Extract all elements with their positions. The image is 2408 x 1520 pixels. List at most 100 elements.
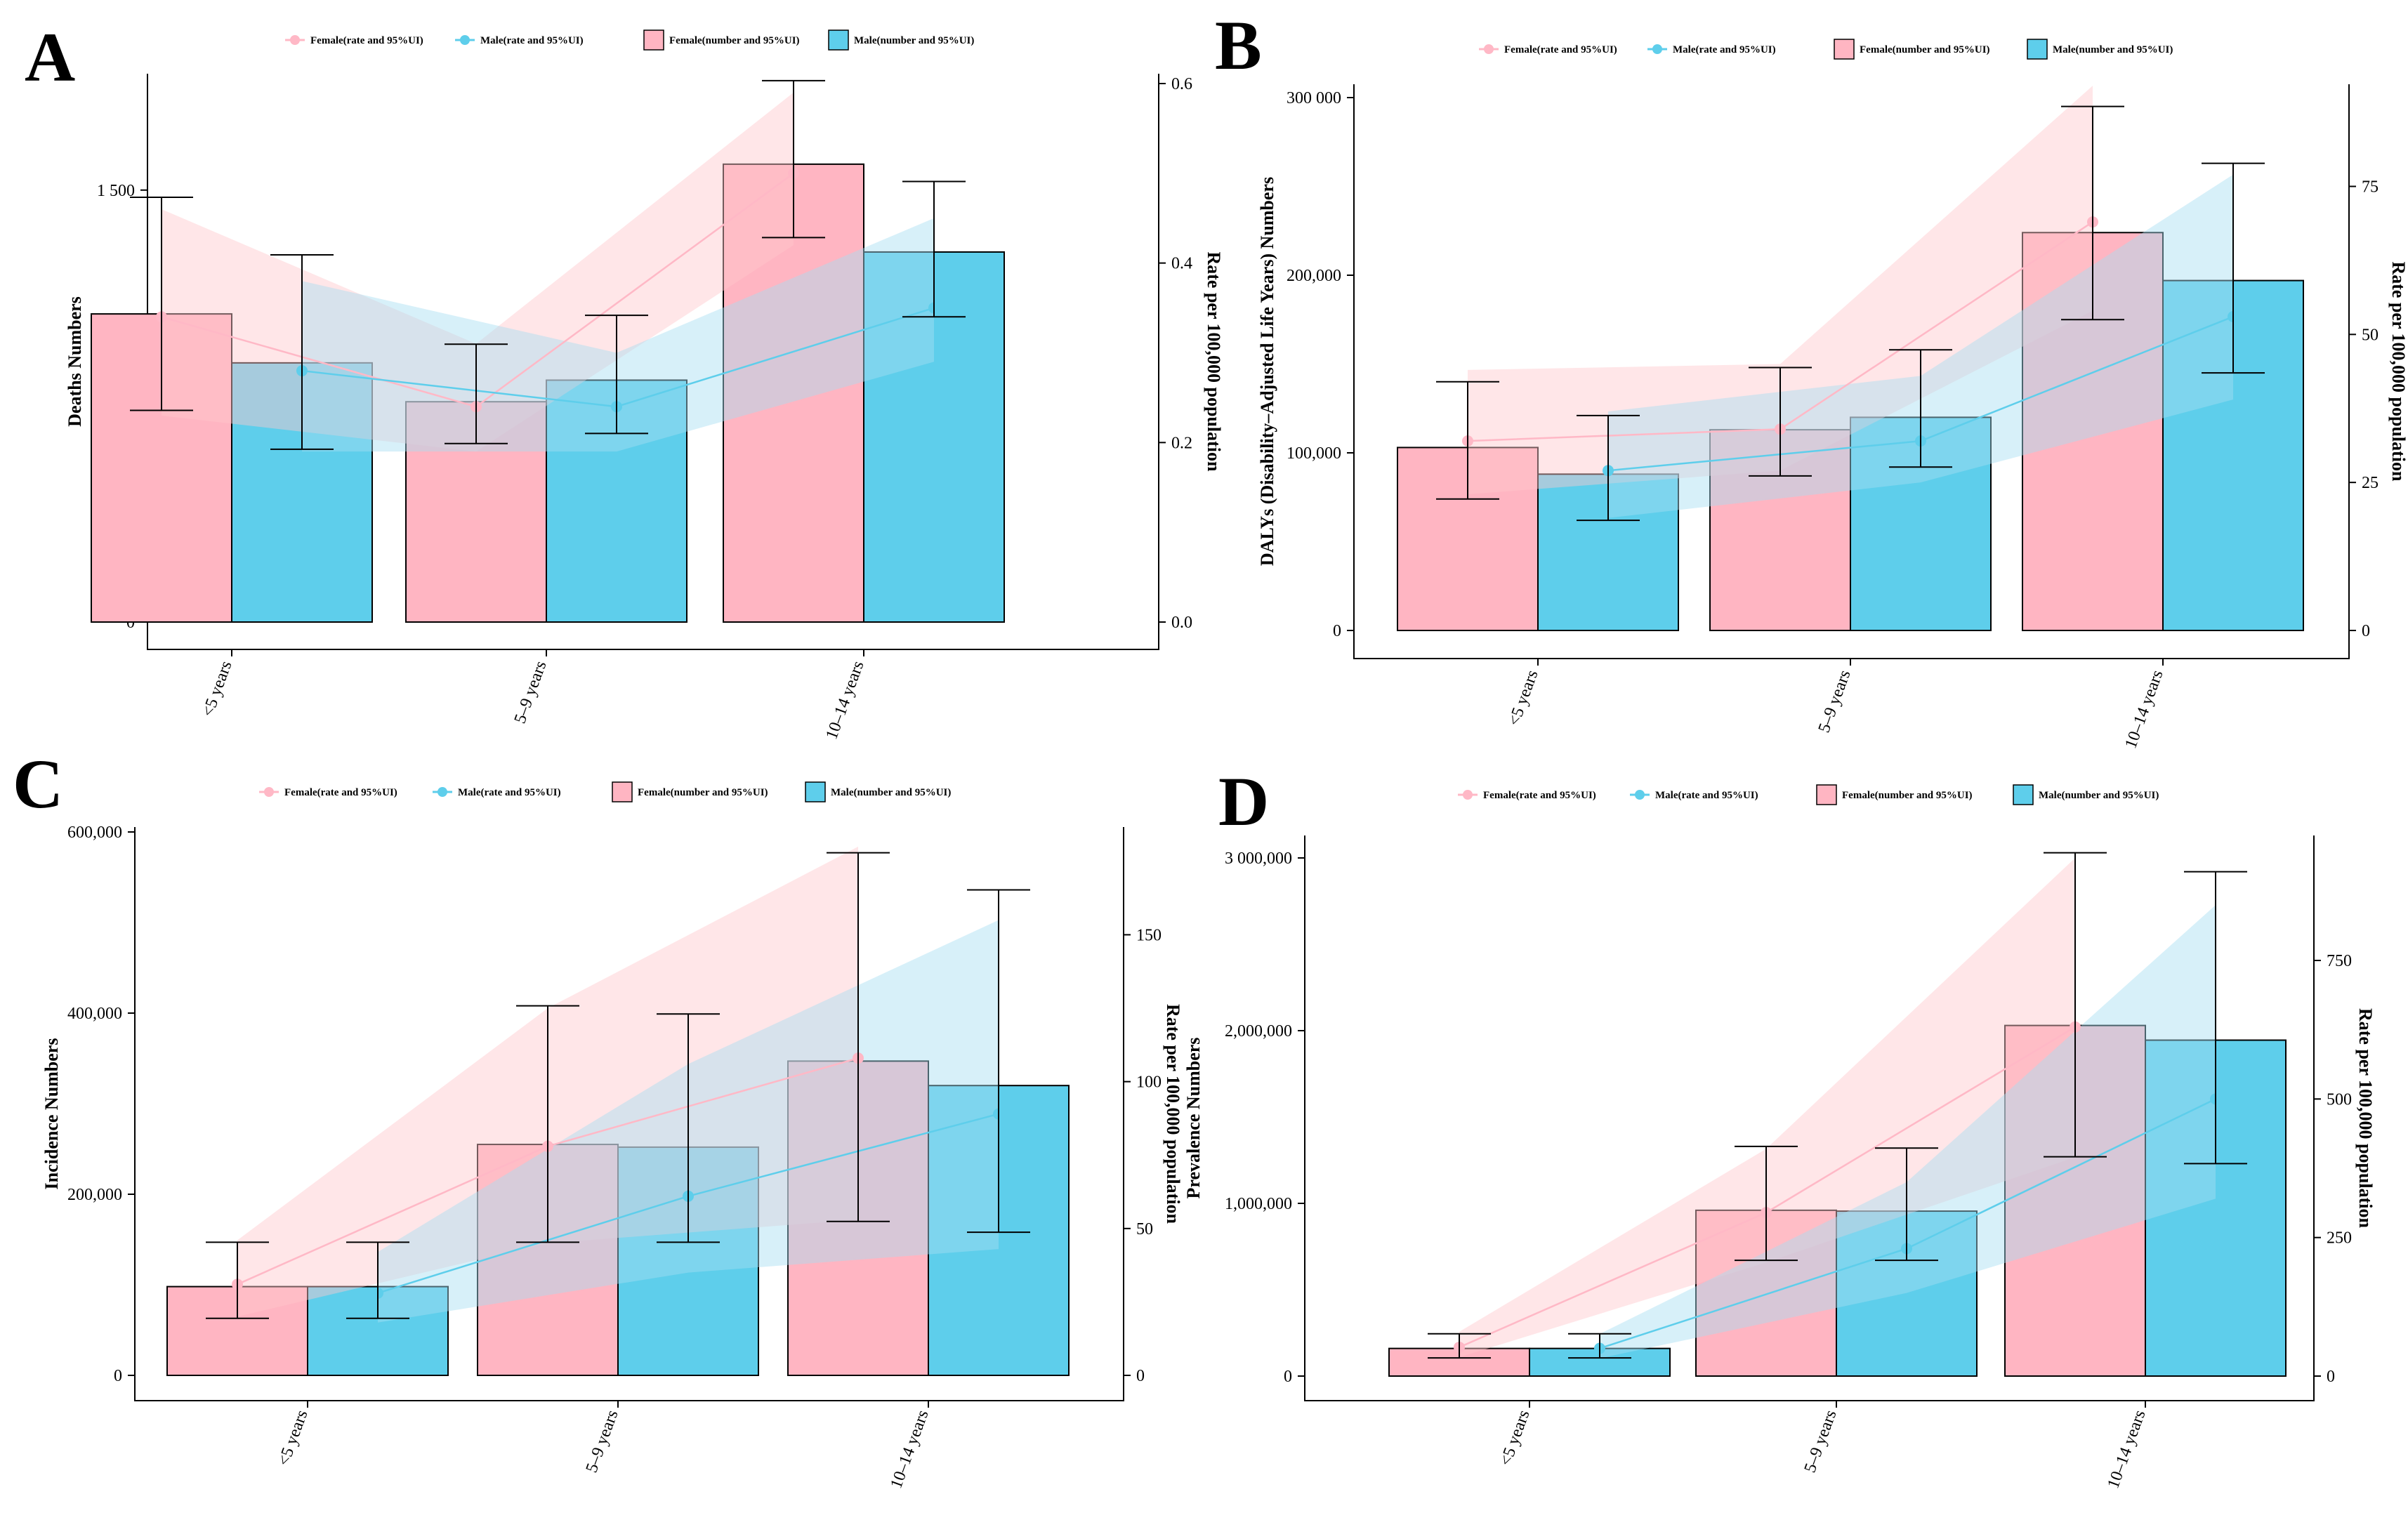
error-bar-female-2 <box>762 79 825 239</box>
error-bar-female-0 <box>206 1241 269 1319</box>
legend-male-rate-marker <box>437 787 447 797</box>
legend-male-number-swatch <box>2027 39 2048 60</box>
legend-female-rate-label: Female(rate and 95%UI) <box>284 787 397 798</box>
legend-female-rate-marker <box>290 35 300 45</box>
x-category-label: <5 years <box>275 1408 312 1468</box>
error-bar-male-1 <box>585 315 648 435</box>
y2-tick-label: 150 <box>1136 926 1162 944</box>
y-axis-title: DALYs (Disability–Adjusted Life Years) N… <box>1257 177 1277 566</box>
error-bar-male-2 <box>2202 162 2265 374</box>
y-tick-label: 200,000 <box>67 1186 122 1204</box>
y-tick-label: 600,000 <box>67 824 122 842</box>
y-tick-label: 200,000 <box>1287 267 1341 285</box>
error-bar-male-0 <box>1577 414 1640 522</box>
axes-frame <box>1304 835 2315 1401</box>
error-bars <box>206 852 1030 1319</box>
panel-letter-c: C <box>13 745 63 823</box>
y-tick-label: 0 <box>114 1367 122 1385</box>
rate-band-female <box>1459 858 2075 1358</box>
legend-male-rate-marker <box>1635 790 1645 800</box>
panel-c: C Female(rate and 95%UI) Male(rate and 95%… <box>13 745 1183 1491</box>
panel-letter-a: A <box>25 18 75 96</box>
legend-male-number-label: Male(number and 95%UI) <box>831 787 951 798</box>
axes-frame <box>134 827 1124 1401</box>
error-bar-female-1 <box>445 343 508 444</box>
legend-female-number-label: Female(number and 95%UI) <box>638 787 768 798</box>
y2-tick-label: 50 <box>1136 1220 1153 1238</box>
y-tick-label: 100,000 <box>1287 444 1341 463</box>
x-category-label: <5 years <box>1505 668 1542 728</box>
y2-axis-title: Rate per 100,000 population <box>2355 1008 2376 1229</box>
legend-female-number-swatch <box>643 29 664 51</box>
panel-letter-d: D <box>1218 762 1269 840</box>
y2-axis-title: Rate per 100,000 population <box>2388 262 2408 482</box>
rate-bands <box>237 846 999 1323</box>
legend-male-number-swatch <box>2013 784 2034 805</box>
y2-tick-label: 0 <box>1136 1367 1145 1385</box>
error-bar-male-2 <box>967 889 1030 1234</box>
y2-tick-label: 0.6 <box>1171 75 1192 93</box>
x-category-label: 10–14 years <box>2121 668 2166 751</box>
panel-b: B Female(rate and 95%UI) Male(rate and 95%… <box>1215 6 2408 751</box>
legend-male-number-label: Male(number and 95%UI) <box>2053 44 2173 55</box>
error-bar-male-1 <box>1875 1147 1938 1262</box>
error-bar-female-2 <box>827 852 890 1222</box>
legend: Female(rate and 95%UI) Male(rate and 95%U… <box>1479 39 2173 60</box>
x-category-label: <5 years <box>199 659 236 719</box>
error-bar-male-0 <box>270 254 334 450</box>
legend-female-number-swatch <box>612 781 633 802</box>
bar-female-2 <box>723 163 864 623</box>
legend-female-rate-marker <box>264 787 274 797</box>
legend-male-rate-marker <box>1652 44 1662 54</box>
y2-tick-label: 0.4 <box>1171 255 1192 273</box>
rate-band-male <box>1600 905 2216 1359</box>
x-category-label: 5–9 years <box>1801 1408 1841 1475</box>
error-bar-male-2 <box>902 180 966 318</box>
error-bars <box>1436 105 2265 522</box>
error-bar-female-2 <box>2044 852 2107 1158</box>
error-bar-female-1 <box>1749 366 1812 477</box>
legend: Female(rate and 95%UI) Male(rate and 95%U… <box>1458 784 2159 805</box>
y2-tick-label: 750 <box>2327 952 2352 970</box>
error-bar-male-0 <box>346 1241 409 1319</box>
y2-tick-label: 25 <box>2362 474 2379 492</box>
error-bar-female-1 <box>1735 1145 1798 1262</box>
legend-male-number-label: Male(number and 95%UI) <box>2039 790 2159 801</box>
y2-axis-title: Rate per 100,000 population <box>1163 1004 1183 1224</box>
error-bar-female-0 <box>130 197 193 411</box>
y-tick-label: 2,000,000 <box>1225 1022 1292 1040</box>
legend: Female(rate and 95%UI) Male(rate and 95%U… <box>259 781 951 802</box>
x-category-label: 10–14 years <box>822 659 867 741</box>
legend-male-rate-label: Male(rate and 95%UI) <box>1655 790 1758 801</box>
y-tick-label: 400,000 <box>67 1005 122 1023</box>
error-bars <box>130 79 966 450</box>
rate-band-female <box>1468 86 2093 495</box>
y2-tick-label: 0.2 <box>1171 434 1192 452</box>
y2-tick-label: 0 <box>2362 622 2370 640</box>
legend-male-rate-marker <box>460 35 470 45</box>
x-category-label: 5–9 years <box>511 659 551 726</box>
legend-female-number-swatch <box>1834 39 1855 60</box>
error-bar-female-2 <box>2061 105 2124 321</box>
legend-female-number-label: Female(number and 95%UI) <box>669 35 800 46</box>
rate-bands <box>1459 858 2216 1359</box>
y-tick-label: 0 <box>1333 622 1341 640</box>
y-tick-label: 3 000,000 <box>1225 850 1292 868</box>
legend-male-number-swatch <box>828 29 849 51</box>
x-category-label: <5 years <box>1496 1408 1534 1468</box>
rate-band-male <box>1608 174 2233 518</box>
y-tick-label: 1,000,000 <box>1225 1195 1292 1213</box>
legend-female-rate-label: Female(rate and 95%UI) <box>310 35 423 46</box>
legend-male-number-swatch <box>805 781 826 802</box>
y2-tick-label: 250 <box>2327 1229 2352 1248</box>
y-tick-label: 300 000 <box>1287 89 1341 107</box>
legend-male-rate-label: Male(rate and 95%UI) <box>1673 44 1776 55</box>
y2-tick-label: 0.0 <box>1171 614 1192 632</box>
error-bar-male-1 <box>657 1013 720 1243</box>
legend-female-rate-label: Female(rate and 95%UI) <box>1483 790 1596 801</box>
panel-letter-b: B <box>1215 6 1262 84</box>
rate-bands <box>1468 86 2233 518</box>
y-axis-title: Deaths Numbers <box>65 296 85 427</box>
error-bar-female-0 <box>1436 381 1499 500</box>
